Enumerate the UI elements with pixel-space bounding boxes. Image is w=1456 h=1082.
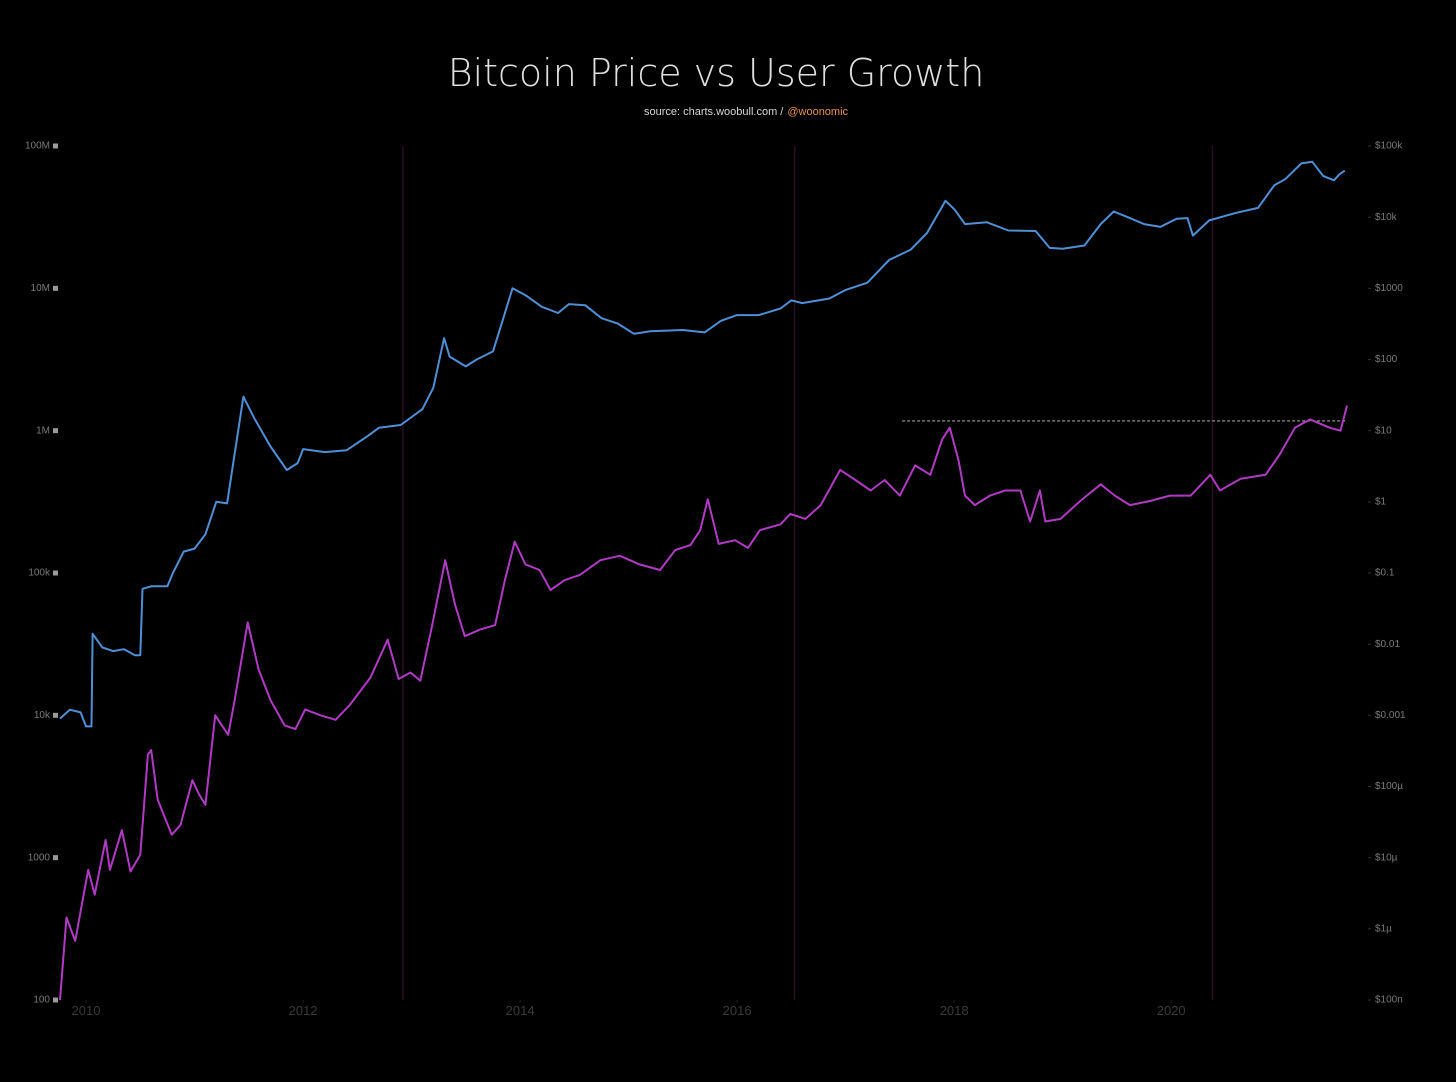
- y2-tick-label: $10k: [1375, 212, 1398, 223]
- y2-tick-label: $0.001: [1375, 710, 1406, 721]
- y-tick-label: 10M: [31, 283, 50, 294]
- y-tick-label: 100: [33, 995, 50, 1006]
- x-tick-label: 2016: [723, 1003, 752, 1018]
- y2-tick-label: $0.01: [1375, 639, 1400, 650]
- y-tick-label: 10k: [34, 710, 51, 721]
- chart-title: Bitcoin Price vs User Growth: [448, 51, 985, 95]
- y2-tick-label: $1000: [1375, 283, 1403, 294]
- x-tick-label: 2010: [72, 1003, 101, 1018]
- y2-tick-label: $10: [1375, 425, 1392, 436]
- y-tick-mark: [53, 143, 58, 149]
- subtitle: source: charts.woobull.com / @woonomic: [644, 106, 849, 118]
- y-tick-mark: [53, 712, 58, 718]
- y-tick-mark: [53, 428, 58, 434]
- series-line: [59, 160, 1346, 728]
- y2-tick-label: $1: [1375, 496, 1387, 507]
- y-tick-label: 100k: [28, 568, 51, 579]
- x-tick-label: 2014: [506, 1003, 535, 1018]
- y-tick-mark: [53, 997, 58, 1003]
- subtitle-handle: @woonomic: [787, 106, 848, 118]
- y-tick-mark: [53, 570, 58, 576]
- y-tick-mark: [53, 855, 58, 861]
- y2-tick-label: $100n: [1375, 995, 1403, 1006]
- y2-tick-label: $100k: [1375, 141, 1403, 152]
- y-tick-label: 1M: [36, 425, 50, 436]
- y-tick-label: 100M: [25, 141, 50, 152]
- y2-tick-label: $100µ: [1375, 781, 1403, 792]
- y2-tick-label: $10µ: [1375, 852, 1398, 863]
- y-tick-mark: [53, 285, 58, 291]
- x-tick-label: 2020: [1157, 1003, 1186, 1018]
- y2-tick-label: $0.1: [1375, 568, 1395, 579]
- y2-tick-label: $100: [1375, 354, 1398, 365]
- y2-tick-label: $1µ: [1375, 923, 1392, 934]
- x-tick-label: 2018: [940, 1003, 969, 1018]
- x-tick-label: 2012: [289, 1003, 318, 1018]
- y-tick-label: 1000: [28, 852, 51, 863]
- plot-area: 100M 10M 1M 100k 10k 1000 100 $100k $10k $1000 $10…: [25, 141, 1406, 1018]
- series-line: [59, 405, 1348, 1001]
- subtitle-source: source: charts.woobull.com /: [644, 106, 784, 118]
